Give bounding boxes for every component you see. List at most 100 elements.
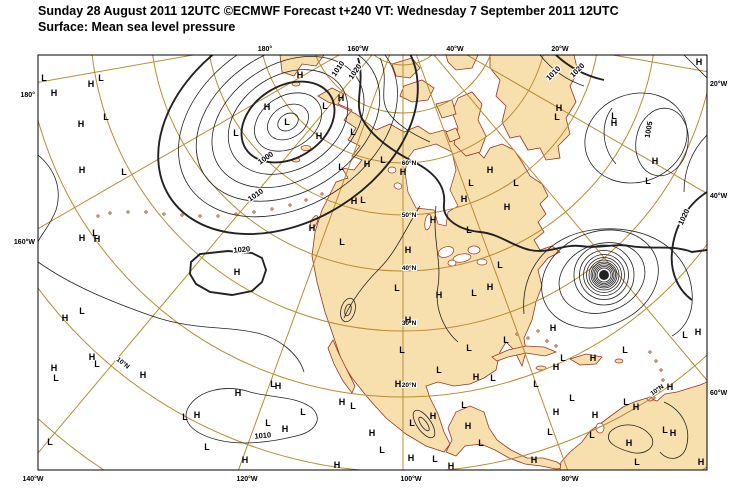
isobar [555, 55, 605, 81]
high-pressure-marker: H [667, 382, 674, 392]
tropical-cyclone-ring [586, 257, 622, 293]
isobar-value-label: 1020 [676, 207, 691, 226]
low-pressure-marker: L [645, 176, 651, 186]
islet [198, 214, 202, 218]
meridian-80W [415, 55, 569, 470]
low-pressure-marker: L [611, 111, 617, 121]
high-pressure-marker: H [670, 428, 677, 438]
high-pressure-marker: H [590, 353, 597, 363]
isobar [659, 401, 689, 459]
isobars [38, 55, 707, 459]
high-pressure-marker: H [430, 411, 437, 421]
high-pressure-marker: H [400, 167, 407, 177]
low-pressure-marker: L [589, 430, 595, 440]
isobar-ring [584, 92, 688, 184]
islet [526, 336, 530, 340]
tropical-cyclone-ring [573, 244, 635, 306]
high-pressure-marker: H [351, 196, 358, 206]
high-pressure-marker: H [487, 282, 494, 292]
lake [393, 182, 403, 190]
low-pressure-marker: L [478, 438, 484, 448]
isobar-ring [541, 229, 659, 329]
low-pressure-marker: L [471, 288, 477, 298]
high-pressure-marker: H [338, 93, 345, 103]
lake [595, 422, 605, 434]
isobar [523, 228, 693, 337]
low-pressure-marker: L [53, 373, 59, 383]
high-pressure-marker: H [696, 57, 703, 67]
high-pressure-marker: H [550, 323, 557, 333]
isobar [343, 205, 421, 319]
low-pressure-marker: L [79, 306, 85, 316]
edge-coordinate-label: 20°W [710, 80, 728, 88]
high-pressure-marker: H [436, 290, 443, 300]
low-pressure-marker: L [399, 345, 405, 355]
latitude-label: 10°N [115, 355, 132, 370]
isobar-ring [635, 107, 689, 177]
low-pressure-marker: L [92, 228, 98, 238]
meridian-140W [38, 55, 373, 454]
islet [536, 329, 540, 333]
tropical-cyclone-ring [583, 254, 625, 296]
islet [659, 368, 663, 372]
edge-coordinate-label: 20°W [551, 45, 569, 53]
low-pressure-marker: L [513, 178, 519, 188]
edge-coordinate-label: 60°W [710, 389, 728, 397]
islet [545, 339, 549, 343]
chart-title: Sunday 28 August 2011 12UTC ©ECMWF Forec… [38, 4, 619, 18]
low-pressure-marker: L [265, 418, 271, 428]
edge-coordinate-label: 120°W [236, 475, 257, 483]
high-pressure-marker: H [592, 410, 599, 420]
high-pressure-marker: H [698, 457, 705, 467]
isobar [683, 55, 707, 79]
high-pressure-marker: H [94, 234, 101, 244]
high-pressure-marker: H [430, 215, 437, 225]
south-america [559, 381, 707, 470]
high-pressure-marker: H [309, 223, 316, 233]
low-pressure-marker: L [533, 379, 539, 389]
low-pressure-marker: L [560, 353, 566, 363]
low-pressure-marker: L [468, 178, 474, 188]
high-pressure-marker: H [297, 70, 304, 80]
islet [96, 214, 100, 218]
island [300, 145, 312, 151]
high-pressure-marker: H [282, 424, 289, 434]
edge-coordinate-label: 40°W [710, 192, 728, 200]
lake [437, 246, 455, 258]
islet [554, 344, 558, 348]
islet [654, 359, 658, 363]
tropical-cyclone-ring [590, 261, 618, 289]
isobar [189, 250, 268, 296]
isobar-ring [178, 55, 398, 218]
cuba [491, 345, 558, 362]
high-pressure-marker: H [275, 381, 282, 391]
low-pressure-marker: L [350, 127, 356, 137]
low-pressure-marker: L [497, 260, 503, 270]
meridian-160W [38, 55, 340, 230]
high-pressure-marker: H [633, 402, 640, 412]
low-pressure-marker: L [204, 442, 210, 452]
islet [180, 213, 184, 217]
low-pressure-marker: L [634, 457, 640, 467]
edge-coordinate-label: 80°W [561, 475, 579, 483]
high-pressure-marker: H [465, 421, 472, 431]
isobar-value-label: 1010 [329, 59, 346, 78]
isobar [603, 107, 617, 165]
low-pressure-marker: L [409, 418, 415, 428]
north-america-mainland [311, 87, 561, 453]
edge-labels: 180° 160°W 40°W 20°W 140°W 120°W 100°W 80°W 180°… [14, 45, 728, 483]
latitude-label: 60°N [402, 159, 417, 167]
low-pressure-marker: L [490, 373, 496, 383]
high-pressure-marker: H [364, 159, 371, 169]
high-pressure-marker: H [89, 352, 96, 362]
island [614, 358, 624, 364]
low-pressure-marker: L [394, 283, 400, 293]
high-pressure-marker: H [264, 102, 271, 112]
low-pressure-marker: L [360, 195, 366, 205]
high-pressure-marker: H [51, 88, 58, 98]
high-pressure-marker: H [194, 410, 201, 420]
